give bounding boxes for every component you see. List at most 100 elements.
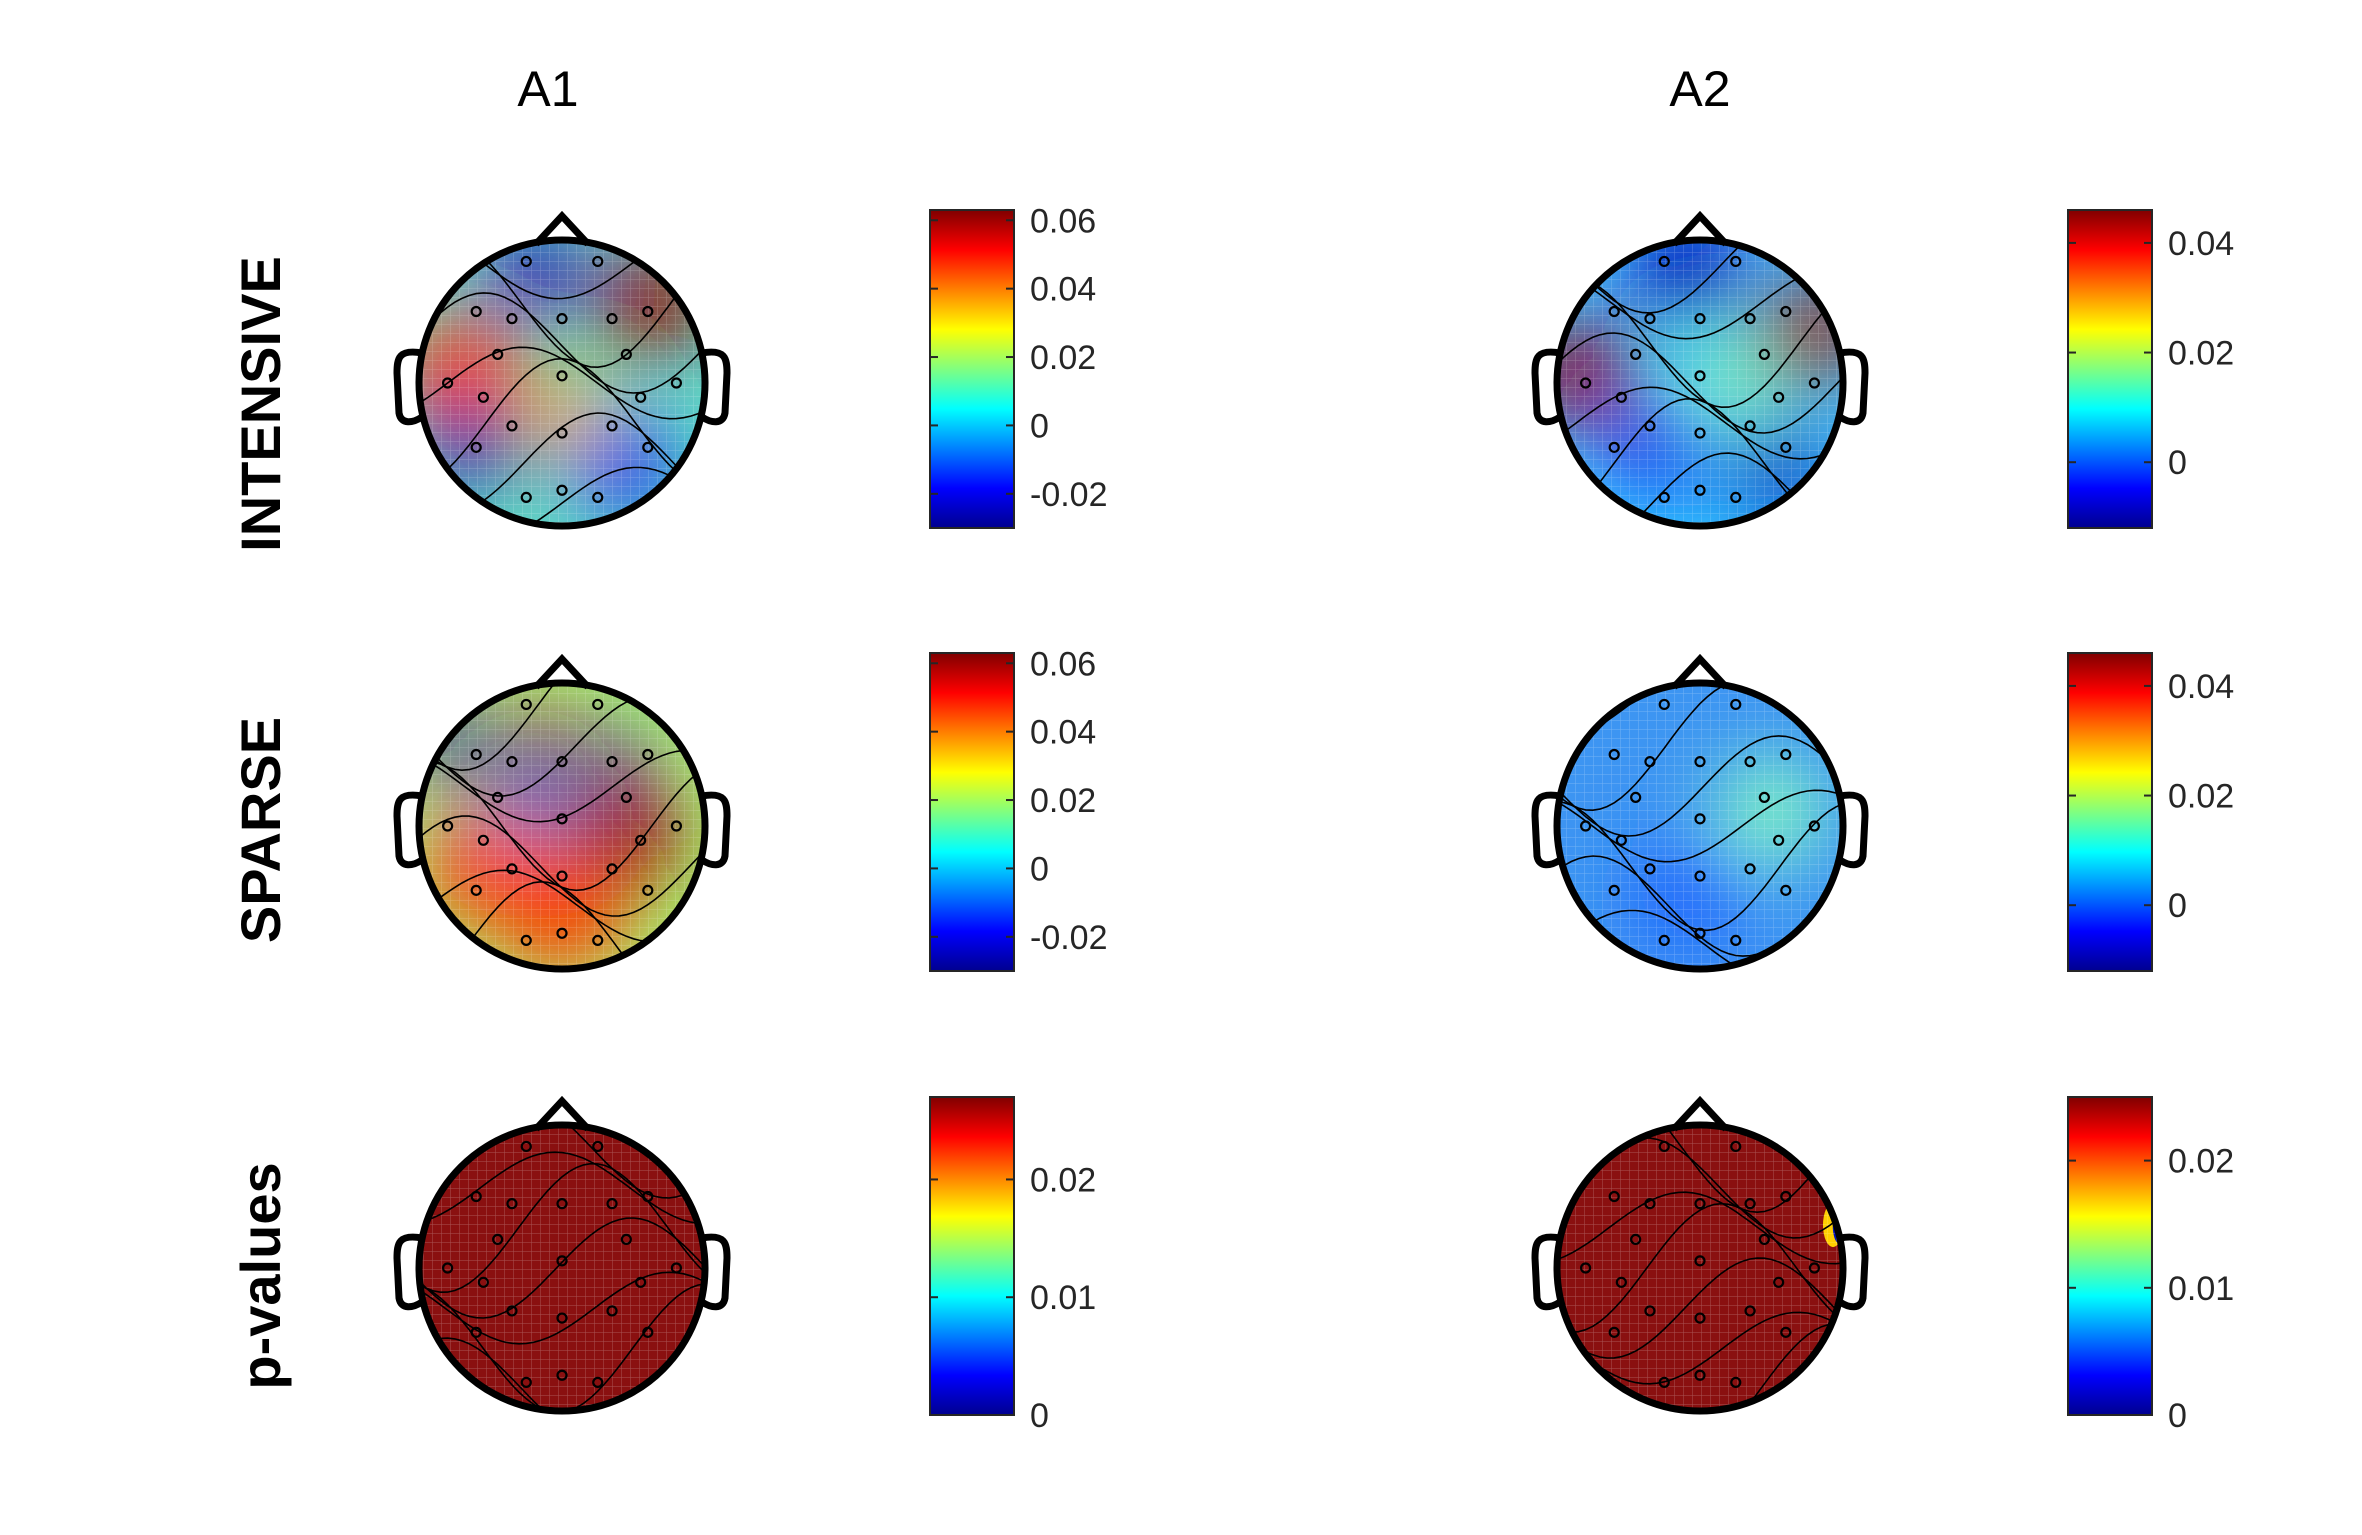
colorbar-tick-label: 0.02 xyxy=(2168,1143,2234,1181)
nose xyxy=(1671,653,1729,690)
electrode xyxy=(470,441,482,453)
electrode xyxy=(442,377,454,389)
colorbar-tick-label: 0.04 xyxy=(2168,225,2234,263)
left-ear xyxy=(393,791,424,869)
colorbar-tick-label: 0.02 xyxy=(2168,335,2234,373)
colorbar-tick-label: 0.02 xyxy=(2168,778,2234,816)
electrode xyxy=(606,1198,618,1210)
column-title-a1: A1 xyxy=(517,61,578,117)
colorbar-tick-label: 0.02 xyxy=(1030,782,1096,820)
electrode xyxy=(1608,884,1620,896)
electrode xyxy=(556,1312,568,1324)
electrode xyxy=(635,834,647,846)
colorbar-tick-label: 0.02 xyxy=(1030,339,1096,377)
colorbar-tick-label: 0.04 xyxy=(1030,714,1096,752)
electrode xyxy=(1744,1198,1756,1210)
colorbar-tick-label: 0 xyxy=(1030,407,1049,445)
electrode xyxy=(1630,1233,1642,1246)
scalp-map-a1-pvalues xyxy=(419,1125,705,1411)
electrode xyxy=(1579,1262,1592,1274)
electrode xyxy=(556,1255,568,1267)
colorbar-tick-label: 0.01 xyxy=(2168,1270,2234,1308)
electrode xyxy=(442,820,454,832)
colorbar-tick-label: 0.04 xyxy=(2168,668,2234,706)
left-ear xyxy=(1531,791,1562,869)
colorbar-tick-label: -0.02 xyxy=(1030,476,1108,514)
electrode xyxy=(592,934,604,947)
electrode xyxy=(1694,370,1706,382)
electrode xyxy=(1615,1276,1627,1288)
electrode xyxy=(556,313,568,325)
nose xyxy=(533,1095,591,1132)
electrode xyxy=(556,927,568,939)
colorbar-tick-label: 0.06 xyxy=(1030,202,1096,240)
electrode xyxy=(556,756,568,768)
electrode xyxy=(1644,1198,1656,1210)
electrode xyxy=(520,934,532,947)
scalp-map-a1-sparse xyxy=(419,683,705,969)
electrode xyxy=(670,1262,683,1274)
electrode xyxy=(1730,1140,1742,1153)
electrode xyxy=(670,377,683,389)
electrode xyxy=(606,1305,618,1317)
electrode xyxy=(1744,1305,1756,1317)
electrode xyxy=(1694,1369,1706,1381)
electrode xyxy=(556,370,568,382)
electrode xyxy=(1644,313,1656,325)
colorbar-a1-sparse: 0.06 0.04 0.02 0 -0.02 xyxy=(929,645,1108,972)
electrode xyxy=(477,1276,489,1288)
electrode xyxy=(592,1376,604,1389)
left-ear xyxy=(393,1233,424,1311)
electrode xyxy=(1608,441,1620,453)
electrode xyxy=(1758,1233,1770,1246)
right-ear xyxy=(1838,791,1869,869)
electrode xyxy=(1780,441,1792,453)
electrode xyxy=(635,1276,647,1288)
electrode xyxy=(620,1233,632,1246)
colorbar-tick-label: 0 xyxy=(2168,887,2187,925)
electrode xyxy=(642,1190,654,1203)
head-outline xyxy=(1553,236,1847,530)
topoplot-a2-pvalues xyxy=(1531,1095,1869,1415)
electrode xyxy=(1694,870,1706,882)
electrode xyxy=(1808,1262,1821,1274)
electrode xyxy=(470,884,482,896)
colorbar-a2-sparse: 0.04 0.02 0 xyxy=(2067,652,2234,972)
left-ear xyxy=(1531,348,1562,426)
head-outline xyxy=(1553,1121,1847,1415)
electrode xyxy=(492,348,504,360)
left-ear xyxy=(1531,1233,1562,1311)
colorbar-a2-intensive: 0.04 0.02 0 xyxy=(2067,209,2234,529)
scalp-map-a2-pvalues xyxy=(1557,1125,1843,1411)
electrode xyxy=(492,791,504,804)
electrode xyxy=(642,305,654,318)
electrode xyxy=(1608,1190,1620,1203)
electrode xyxy=(477,391,489,403)
colorbar-tick-label: 0 xyxy=(1030,850,1049,888)
electrode xyxy=(1744,420,1756,432)
electrode xyxy=(477,834,489,846)
electrode xyxy=(1608,305,1620,318)
electrode xyxy=(1730,491,1742,503)
electrode xyxy=(1608,748,1620,761)
electrode xyxy=(1694,927,1706,939)
topoplot-a1-pvalues xyxy=(393,1095,731,1415)
electrode xyxy=(470,1190,482,1203)
electrode xyxy=(470,1326,482,1338)
electrode xyxy=(1630,348,1642,360)
electrode xyxy=(606,313,618,325)
nose xyxy=(1671,1095,1729,1132)
electrode xyxy=(1644,420,1656,432)
electrode xyxy=(642,748,654,761)
electrode xyxy=(1658,491,1670,503)
electrode xyxy=(1744,756,1756,768)
electrode xyxy=(506,420,518,432)
electrode xyxy=(620,348,632,360)
electrode xyxy=(1644,756,1656,768)
colorbar-a1-intensive: 0.06 0.04 0.02 0 -0.02 xyxy=(929,202,1108,529)
electrode xyxy=(506,313,518,325)
electrode xyxy=(1694,313,1706,325)
electrode xyxy=(1579,377,1592,389)
colorbar-tick-label: -0.02 xyxy=(1030,919,1108,957)
